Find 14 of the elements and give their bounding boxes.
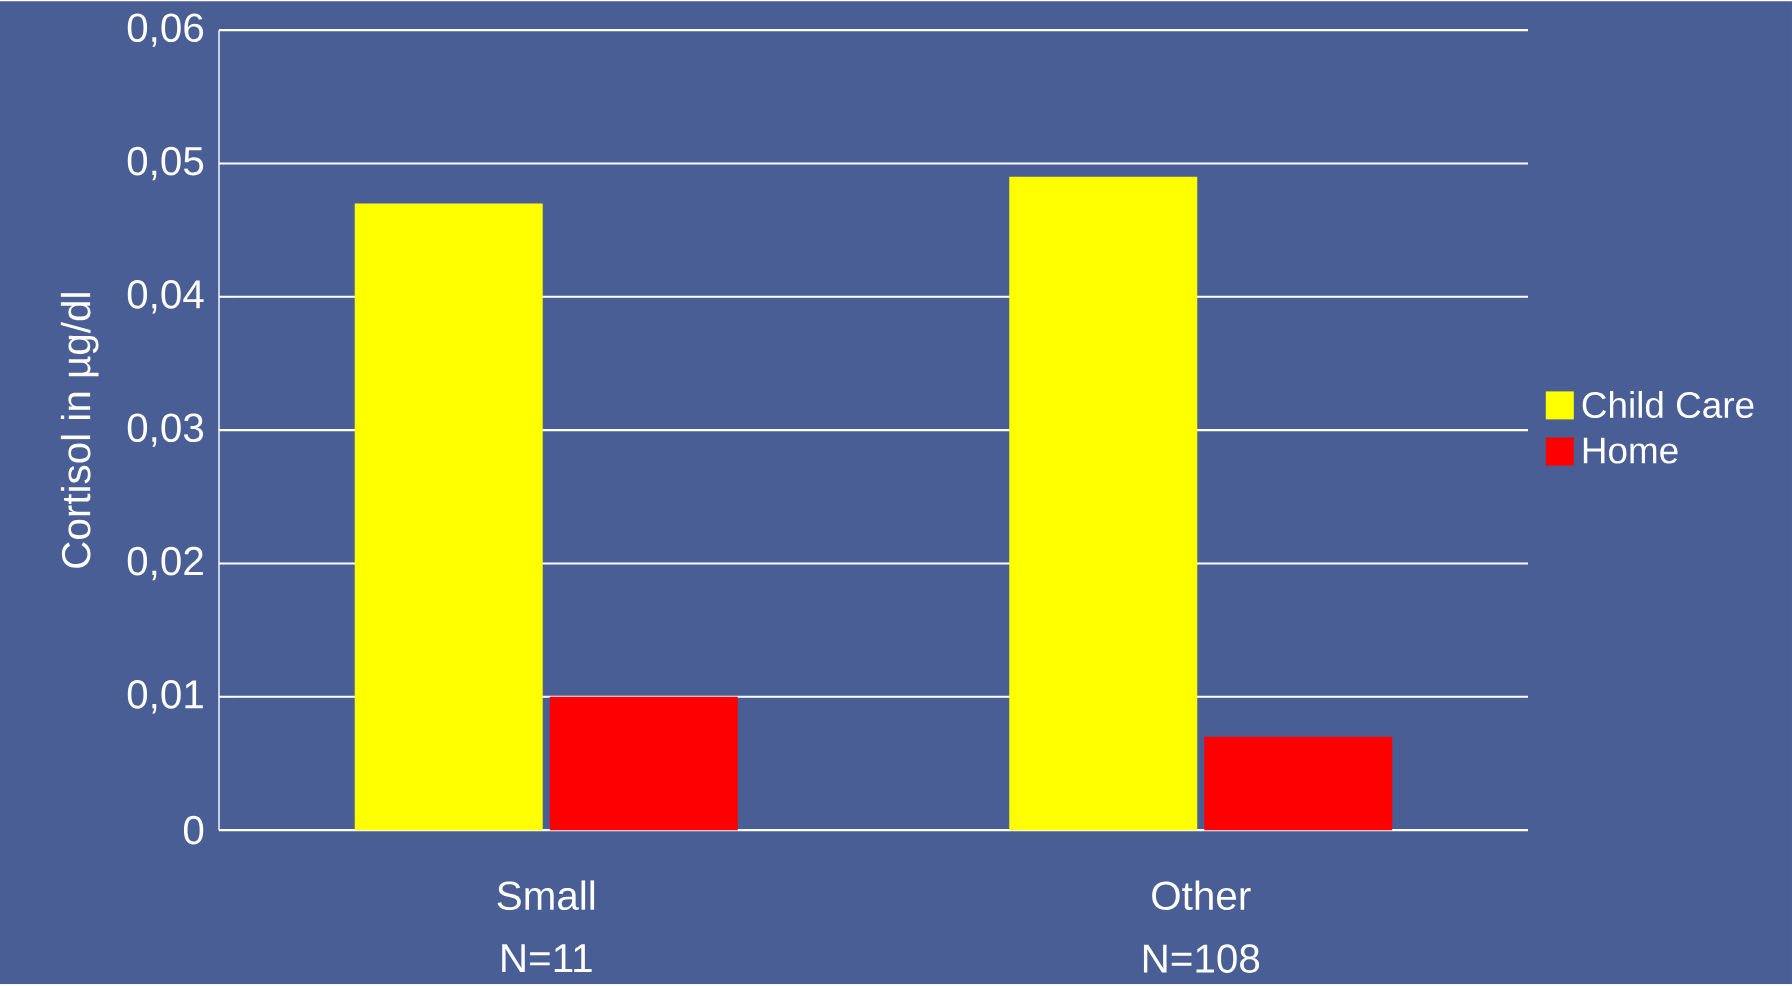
text: N=108	[1143, 944, 1260, 973]
x-tick-label: Other	[1152, 880, 1251, 910]
x-tick-label: Small	[497, 880, 595, 910]
legend-label: Home	[1583, 437, 1678, 464]
y-axis-title: Cortisol in µg/dl	[60, 293, 99, 568]
y-tick-label: 0,06	[127, 13, 204, 47]
y-tick-label: 0,01	[127, 679, 203, 714]
y-tick-label: 0,03	[127, 413, 204, 447]
legend-label: Child Care	[1582, 390, 1754, 418]
text: N=11	[502, 944, 592, 972]
y-tick-label: 0,05	[127, 146, 204, 180]
y-tick-label: 0	[183, 815, 204, 845]
y-tick-label: 0,04	[127, 279, 204, 314]
y-tick-label: 0,02	[127, 546, 203, 580]
